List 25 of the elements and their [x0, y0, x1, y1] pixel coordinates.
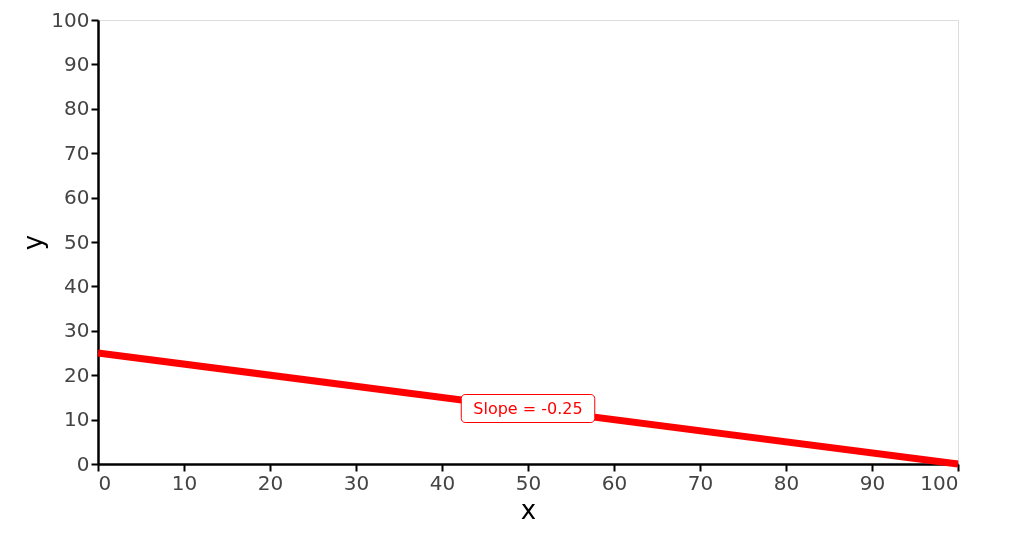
y-tick-label: 10 — [64, 407, 90, 432]
y-tick-label: 40 — [64, 273, 90, 298]
y-tick-label: 80 — [64, 96, 90, 121]
x-tick-label: 10 — [171, 470, 198, 495]
y-tick-label: 60 — [64, 185, 90, 210]
x-tick-label: 20 — [257, 470, 284, 495]
x-tick-label: 70 — [687, 470, 714, 495]
y-tick-label: 70 — [64, 140, 90, 165]
x-tick-label: 60 — [601, 470, 628, 495]
x-axis-title: x — [520, 494, 537, 525]
x-tick-label: 100 — [920, 470, 959, 495]
y-axis-title: y — [18, 234, 49, 251]
y-tick-label: 100 — [51, 7, 90, 32]
y-tick-label: 20 — [64, 362, 90, 387]
x-tick-label: 0 — [98, 470, 112, 495]
x-tick-label: 50 — [515, 470, 542, 495]
x-tick-label: 40 — [429, 470, 456, 495]
x-tick-label: 80 — [773, 470, 800, 495]
y-tick-label: 30 — [64, 318, 90, 343]
y-tick-label: 90 — [64, 51, 90, 76]
x-tick-label: 30 — [343, 470, 370, 495]
y-tick-label: 0 — [76, 451, 90, 476]
x-tick-label: 90 — [859, 470, 886, 495]
y-tick-label: 50 — [64, 229, 90, 254]
annotation: Slope = -0.25 — [473, 398, 583, 418]
